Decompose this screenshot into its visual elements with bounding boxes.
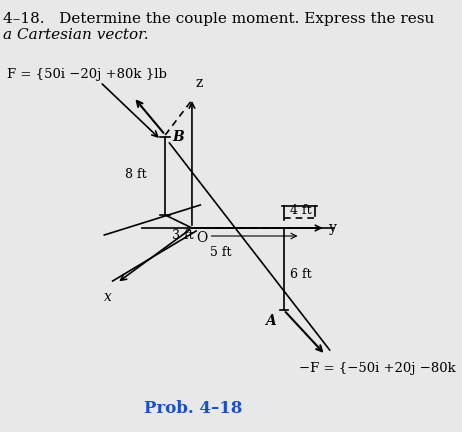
Text: y: y [329, 221, 337, 235]
Text: A: A [265, 314, 275, 328]
Text: 4–18.   Determine the couple moment. Express the resu: 4–18. Determine the couple moment. Expre… [3, 12, 435, 26]
Text: B: B [172, 130, 184, 144]
Text: 4 ft: 4 ft [291, 203, 312, 216]
Text: 5 ft: 5 ft [210, 246, 232, 259]
Text: z: z [195, 76, 202, 90]
Text: −F = {−50i +20j −80k: −F = {−50i +20j −80k [299, 362, 456, 375]
Text: 6 ft: 6 ft [291, 267, 312, 280]
Text: a Cartesian vector.: a Cartesian vector. [3, 28, 149, 42]
Text: F = {50i −20j +80k }lb: F = {50i −20j +80k }lb [6, 68, 167, 81]
Text: Prob. 4–18: Prob. 4–18 [144, 400, 242, 417]
Text: x: x [104, 290, 112, 304]
Text: 3 ft: 3 ft [172, 229, 194, 242]
Text: 8 ft: 8 ft [125, 168, 147, 181]
Text: O: O [196, 231, 207, 245]
